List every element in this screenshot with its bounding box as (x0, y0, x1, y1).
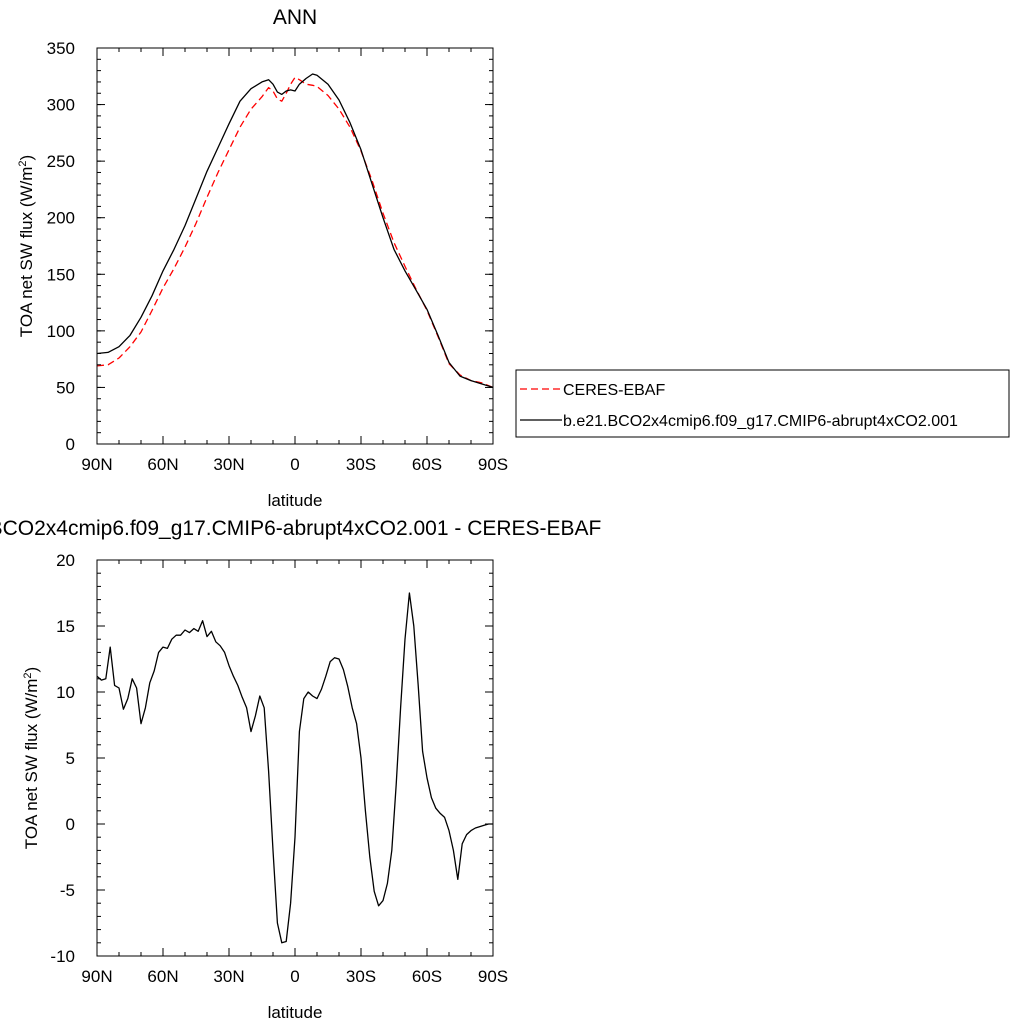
top-chart-ylabel: TOA net SW flux (W/m2) (17, 155, 36, 337)
legend-box (515, 369, 1010, 438)
top-chart-series (96, 73, 494, 389)
y-tick-label: 250 (47, 152, 75, 171)
top-chart-ticks: 90N 60N 30N 0 30S 60S 90S 0 50 100 150 200 250 300 350 (47, 39, 509, 474)
y-tick-label: 10 (56, 683, 75, 702)
y-tick-label: 350 (47, 39, 75, 58)
bottom-chart-panel: BCO2x4cmip6.f09_g17.CMIP6-abrupt4xCO2.00… (0, 517, 601, 1022)
x-tick-label: 60N (147, 967, 178, 986)
bottom-chart-ticks: 90N 60N 30N 0 30S 60S 90S -10 -5 0 5 10 15 20 (50, 551, 508, 986)
x-tick-label: 60S (412, 455, 442, 474)
y-tick-label: 20 (56, 551, 75, 570)
top-chart-title: ANN (273, 6, 317, 29)
x-tick-label: 30S (346, 967, 376, 986)
legend-label-ceres: CERES-EBAF (563, 382, 665, 399)
y-tick-label: 200 (47, 209, 75, 228)
bottom-chart-title: BCO2x4cmip6.f09_g17.CMIP6-abrupt4xCO2.00… (0, 517, 601, 540)
legend-label-model: b.e21.BCO2x4cmip6.f09_g17.CMIP6-abrupt4x… (563, 413, 958, 430)
y-tick-label: 15 (56, 617, 75, 636)
y-tick-label: 300 (47, 96, 75, 115)
x-tick-label: 90N (81, 967, 112, 986)
top-chart-frame (96, 47, 494, 445)
x-tick-label: 30N (213, 455, 244, 474)
bottom-chart-frame (96, 559, 494, 957)
x-tick-label: 30S (346, 455, 376, 474)
x-tick-label: 60N (147, 455, 178, 474)
series-line-1-0 (96, 592, 493, 944)
x-tick-label: 90S (478, 967, 508, 986)
y-tick-label: 50 (56, 378, 75, 397)
y-tick-label: 100 (47, 322, 75, 341)
top-chart-xlabel: latitude (268, 491, 323, 510)
y-tick-label: 0 (66, 815, 75, 834)
x-tick-label: 0 (290, 967, 299, 986)
y-tick-label: 5 (66, 749, 75, 768)
top-chart-panel: ANN 90N 60N 30N 0 30S 60S 90S 0 50 100 150 200 250 30… (17, 6, 1010, 510)
x-tick-label: 90S (478, 455, 508, 474)
x-tick-label: 90N (81, 455, 112, 474)
legend: CERES-EBAF b.e21.BCO2x4cmip6.f09_g17.CMI… (515, 369, 1010, 438)
bottom-chart-ylabel: TOA net SW flux (W/m2) (22, 667, 41, 849)
x-tick-label: 0 (290, 455, 299, 474)
y-tick-label: -10 (50, 947, 75, 966)
x-tick-label: 30N (213, 967, 244, 986)
x-tick-label: 60S (412, 967, 442, 986)
series-line-0-0 (96, 76, 494, 389)
y-tick-label: 150 (47, 265, 75, 284)
bottom-chart-xlabel: latitude (268, 1003, 323, 1022)
bottom-chart-series (96, 592, 493, 944)
y-tick-label: 0 (66, 435, 75, 454)
series-line-0-1 (96, 73, 494, 389)
y-tick-label: -5 (60, 881, 75, 900)
